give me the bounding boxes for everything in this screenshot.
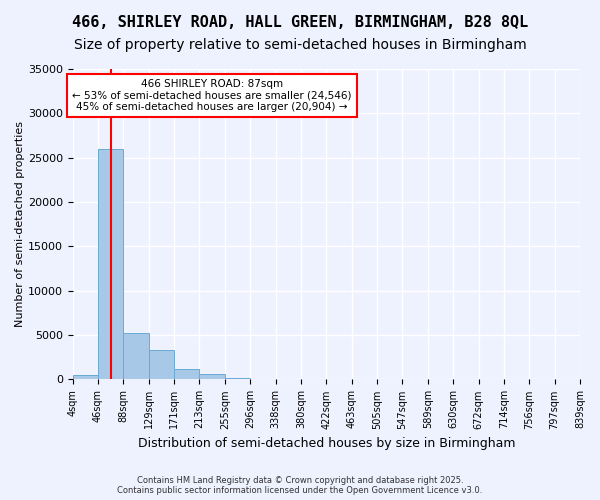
Text: 466 SHIRLEY ROAD: 87sqm
← 53% of semi-detached houses are smaller (24,546)
45% o: 466 SHIRLEY ROAD: 87sqm ← 53% of semi-de… (73, 79, 352, 112)
Bar (98, 149, 124, 380)
Text: 466, SHIRLEY ROAD, HALL GREEN, BIRMINGHAM, B28 8QL: 466, SHIRLEY ROAD, HALL GREEN, BIRMINGHA… (72, 15, 528, 30)
Bar (199, 374, 225, 380)
Bar (124, 334, 149, 380)
Bar (225, 378, 250, 380)
Bar (250, 378, 275, 380)
Bar (149, 350, 174, 380)
X-axis label: Distribution of semi-detached houses by size in Birmingham: Distribution of semi-detached houses by … (137, 437, 515, 450)
Y-axis label: Number of semi-detached properties: Number of semi-detached properties (15, 121, 25, 327)
Bar (73, 375, 98, 380)
Text: Contains HM Land Registry data © Crown copyright and database right 2025.
Contai: Contains HM Land Registry data © Crown c… (118, 476, 482, 495)
Text: Size of property relative to semi-detached houses in Birmingham: Size of property relative to semi-detach… (74, 38, 526, 52)
Bar (174, 369, 199, 380)
